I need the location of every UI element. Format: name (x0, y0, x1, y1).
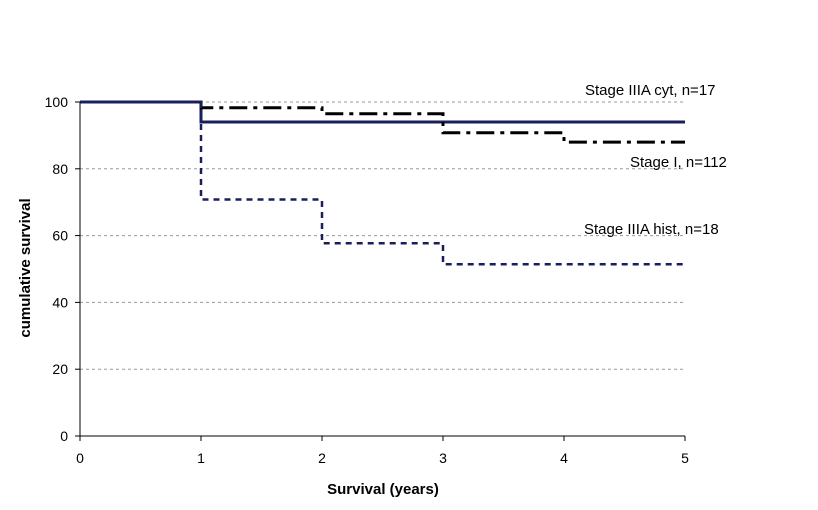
x-tick-label-5: 5 (681, 450, 689, 466)
series-line-2 (199, 102, 685, 266)
y-tick-label-80: 80 (52, 161, 68, 177)
tick-labels: 0 20 40 60 80 100 0 1 2 3 4 5 (45, 94, 689, 466)
y-tick-label-60: 60 (52, 228, 68, 244)
y-tick-label-100: 100 (45, 94, 69, 110)
y-tick-label-20: 20 (52, 361, 68, 377)
annotation-stage-i: Stage I, n=112 (630, 154, 727, 171)
annotation-stage-iiia-hist: Stage IIIA hist, n=18 (584, 221, 719, 238)
annotation-stage-iiia-cyt: Stage IIIA cyt, n=17 (585, 82, 716, 99)
series-line-0 (80, 100, 685, 124)
x-tick-label-2: 2 (318, 450, 326, 466)
x-tick-label-0: 0 (76, 450, 84, 466)
y-tick-label-0: 0 (60, 428, 68, 444)
x-tick-label-1: 1 (197, 450, 205, 466)
x-tick-label-3: 3 (439, 450, 447, 466)
axes (79, 102, 685, 437)
x-tick-label-4: 4 (560, 450, 568, 466)
gridlines (80, 101, 685, 370)
y-axis-title: cumulative survival (17, 198, 34, 337)
y-tick-label-40: 40 (52, 294, 68, 310)
x-axis-title: Survival (years) (327, 481, 439, 498)
series-line-1 (199, 102, 685, 144)
series-lines (80, 100, 685, 266)
